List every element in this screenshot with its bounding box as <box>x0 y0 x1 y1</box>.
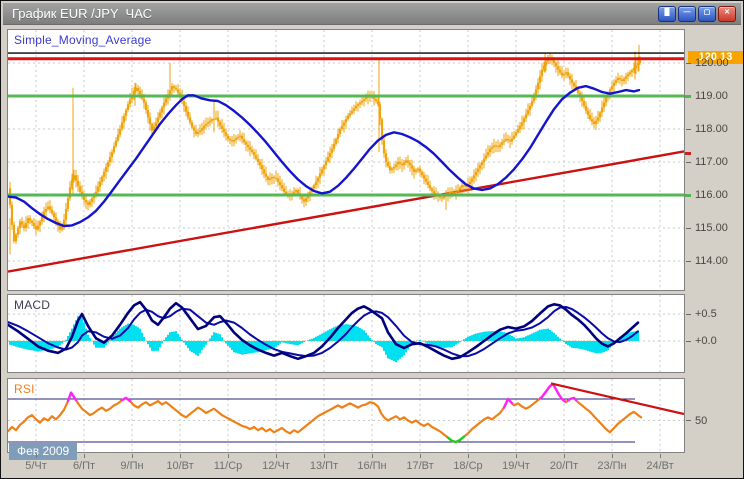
date-label: 10/Вт <box>166 460 194 472</box>
time-tick <box>324 454 325 458</box>
macd-tick <box>686 313 691 315</box>
price-tick-label: 116.00 <box>695 189 728 201</box>
macd-tick <box>686 340 691 342</box>
title-bar[interactable]: График EUR /JPY ЧАС ▐▌ — ▢ ✕ <box>3 3 741 25</box>
macd-indicator-label: MACD <box>14 298 51 312</box>
macd-tick-label: +0.0 <box>695 335 717 347</box>
date-label: 11/Ср <box>213 460 243 472</box>
date-label: 13/Пт <box>309 460 339 472</box>
time-tick <box>660 454 661 458</box>
date-label: 18/Ср <box>453 460 483 472</box>
price-tick-label: 115.00 <box>695 222 728 234</box>
level-edge-tick <box>685 194 691 197</box>
time-tick <box>420 454 421 458</box>
window-controls: ▐▌ — ▢ ✕ <box>658 5 736 22</box>
date-label: 24/Вт <box>646 460 674 472</box>
date-label: 19/Чт <box>502 460 530 472</box>
window-title: График EUR /JPY ЧАС <box>12 6 152 21</box>
date-label: 12/Чт <box>262 460 290 472</box>
price-chart-panel[interactable]: Simple_Moving_Average <box>7 29 685 291</box>
price-tick-label: 118.00 <box>695 123 728 135</box>
sma-indicator-label: Simple_Moving_Average <box>14 33 152 47</box>
time-tick <box>276 454 277 458</box>
time-tick <box>36 454 37 458</box>
restore-button[interactable]: ▢ <box>698 5 716 22</box>
time-tick <box>180 454 181 458</box>
price-tick <box>686 161 691 163</box>
macd-tick-label: +0.5 <box>695 308 717 320</box>
date-label: 6/Пт <box>72 460 96 472</box>
time-tick <box>132 454 133 458</box>
price-tick <box>686 95 691 97</box>
price-tick-label: 120.00 <box>695 57 729 69</box>
price-tick <box>686 62 691 64</box>
time-tick <box>228 454 229 458</box>
macd-chart[interactable] <box>8 295 684 372</box>
macd-panel[interactable]: MACD <box>7 294 685 373</box>
price-tick-label: 114.00 <box>695 255 728 267</box>
pin-button[interactable]: ▐▌ <box>658 5 676 22</box>
time-tick <box>468 454 469 458</box>
date-label: 9/Пн <box>120 460 144 472</box>
close-button[interactable]: ✕ <box>718 5 736 22</box>
time-tick <box>612 454 613 458</box>
time-tick <box>84 454 85 458</box>
minimize-button[interactable]: — <box>678 5 696 22</box>
rsi-tick <box>686 420 691 421</box>
current-price-tag: 120.13 <box>688 51 743 64</box>
level-edge-tick <box>685 152 691 156</box>
price-tick-label: 117.00 <box>695 156 728 168</box>
time-tick <box>372 454 373 458</box>
level-edge-tick <box>685 95 691 98</box>
rsi-indicator-label: RSI <box>14 382 35 396</box>
date-label: 5/Чт <box>25 460 47 472</box>
time-tick <box>564 454 565 458</box>
rsi-panel[interactable]: RSI <box>7 378 685 453</box>
date-label: 23/Пн <box>597 460 627 472</box>
date-label: 17/Вт <box>406 460 434 472</box>
price-tick-label: 119.00 <box>695 90 728 102</box>
time-tick <box>516 454 517 458</box>
date-label: 20/Пт <box>549 460 579 472</box>
date-label: 16/Пн <box>357 460 387 472</box>
price-tick <box>686 128 691 130</box>
price-tick <box>686 227 691 229</box>
candlestick-chart[interactable] <box>8 30 684 290</box>
price-tick <box>686 194 691 196</box>
rsi-tick-label: 50 <box>695 414 708 427</box>
rsi-chart[interactable] <box>8 379 684 452</box>
price-tick <box>686 260 691 262</box>
